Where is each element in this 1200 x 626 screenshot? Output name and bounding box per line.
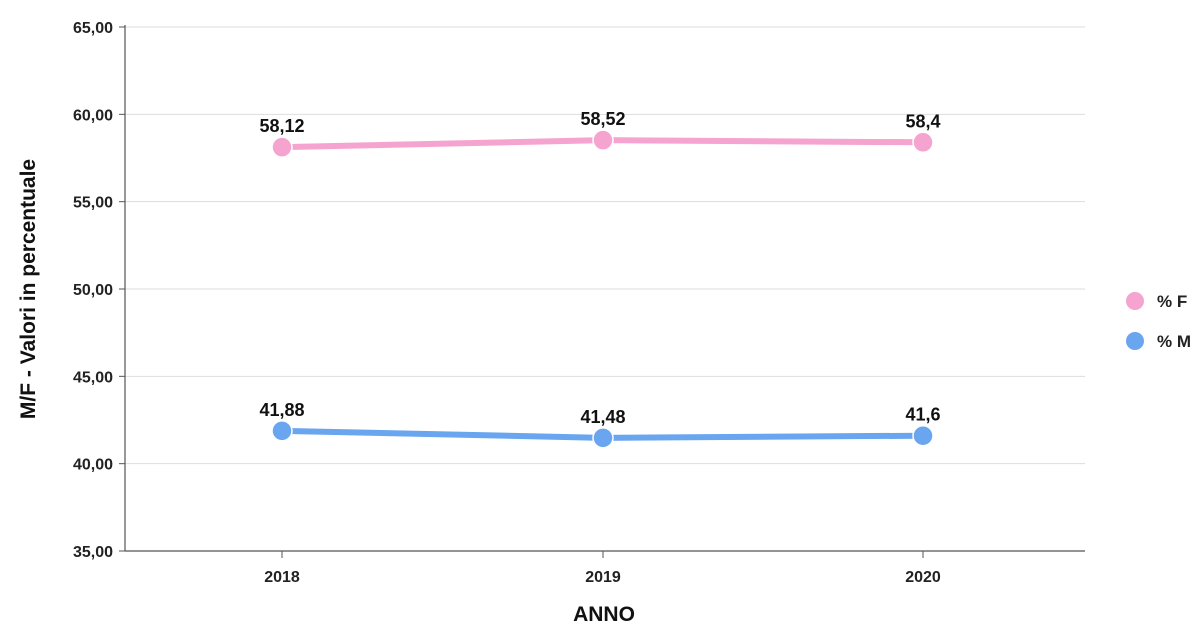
data-label-layer: 58,12 58,52 58,4 41,88 41,48 41,6 <box>259 109 940 427</box>
x-tick-label: 2019 <box>585 569 621 586</box>
data-label-m: 41,6 <box>905 405 940 425</box>
data-point-f <box>271 136 293 158</box>
data-point-m <box>592 427 614 449</box>
data-point-m <box>271 420 293 442</box>
y-tick-label: 35,00 <box>73 544 113 561</box>
y-tick-label: 40,00 <box>73 457 113 474</box>
x-tick-label: 2018 <box>264 569 300 586</box>
axis-layer: 35,00 40,00 45,00 50,00 55,00 60,00 65,00 2018 2… <box>73 20 1085 586</box>
data-point-f <box>592 129 614 151</box>
y-tick-label: 55,00 <box>73 195 113 212</box>
data-label-f: 58,12 <box>259 116 304 136</box>
y-tick-label: 65,00 <box>73 20 113 37</box>
series-layer <box>271 129 934 449</box>
legend-marker-m <box>1126 332 1144 350</box>
legend-label-f: % F <box>1157 292 1187 311</box>
data-label-m: 41,48 <box>580 407 625 427</box>
data-point-m <box>912 424 934 447</box>
legend: % F % M <box>1126 292 1191 351</box>
y-tick-label: 45,00 <box>73 369 113 386</box>
x-tick-label: 2020 <box>905 569 941 586</box>
y-tick-label: 60,00 <box>73 107 113 124</box>
y-tick-label: 50,00 <box>73 282 113 299</box>
data-label-f: 58,4 <box>905 111 940 131</box>
data-label-m: 41,88 <box>259 400 304 420</box>
grid-layer <box>125 26 1085 465</box>
legend-label-m: % M <box>1157 332 1191 351</box>
x-axis-title: ANNO <box>573 603 635 626</box>
y-axis-title: M/F - Valori in percentuale <box>17 159 40 419</box>
data-point-f <box>912 131 934 154</box>
data-label-f: 58,52 <box>580 109 625 129</box>
legend-marker-f <box>1126 292 1144 310</box>
